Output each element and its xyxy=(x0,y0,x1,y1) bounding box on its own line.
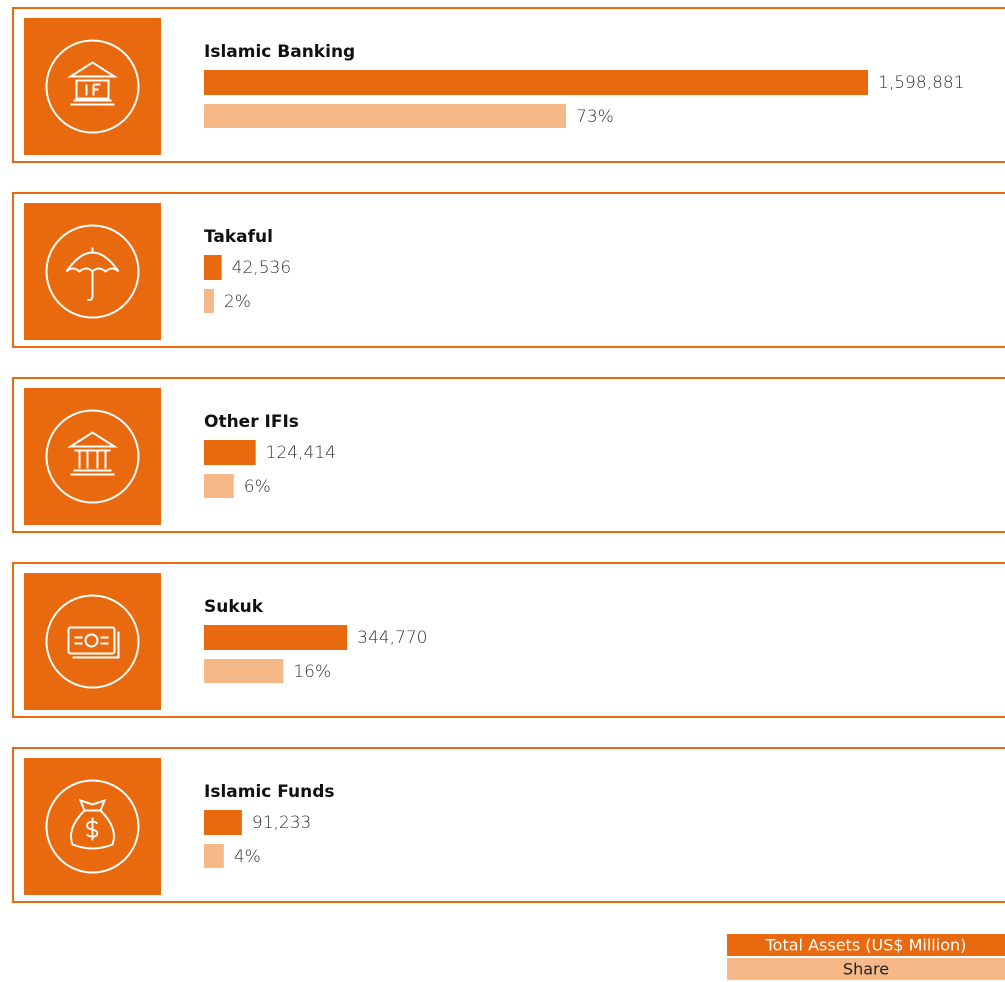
icon-tile xyxy=(24,388,161,525)
asset-label: 42,536 xyxy=(232,258,291,278)
category-label: Sukuk xyxy=(204,597,264,617)
asset-label: 344,770 xyxy=(357,628,427,648)
share-label: 2% xyxy=(224,292,251,312)
category-panel: Islamic Funds 91,233 4% xyxy=(12,747,1005,903)
legend: Total Assets (US$ Million) Share xyxy=(727,934,1005,980)
share-bar xyxy=(204,289,214,313)
panel-border xyxy=(12,7,1005,163)
category-label: Islamic Funds xyxy=(204,782,335,802)
share-label: 6% xyxy=(244,477,271,497)
legend-label: Total Assets (US$ Million) xyxy=(765,936,967,955)
icon-shape xyxy=(67,626,116,655)
category-panel: Takaful 42,536 2% xyxy=(12,192,1005,348)
icon-ring xyxy=(45,224,140,319)
asset-bar xyxy=(204,440,256,465)
category-panel: Other IFIs 124,414 6% xyxy=(12,377,1005,533)
category-label: Takaful xyxy=(204,227,273,247)
panel-border xyxy=(12,747,1005,903)
category-panel: Sukuk 344,770 16% xyxy=(12,562,1005,718)
icon-shape xyxy=(67,431,118,476)
category-panel: Islamic Banking 1,598,881 73% xyxy=(12,7,1005,163)
icon-shape xyxy=(86,817,99,841)
share-bar xyxy=(204,104,566,128)
panel-border xyxy=(12,192,1005,348)
icon-shape xyxy=(72,631,120,659)
icon-shape xyxy=(74,636,109,645)
share-label: 73% xyxy=(576,107,614,127)
category-label: Islamic Banking xyxy=(204,42,355,62)
category-label: Other IFIs xyxy=(204,412,299,432)
icon-shape xyxy=(65,247,120,301)
asset-label: 91,233 xyxy=(252,813,311,833)
share-label: 16% xyxy=(293,662,331,682)
panel-border xyxy=(12,562,1005,718)
legend-label: Share xyxy=(843,960,889,979)
asset-bar xyxy=(204,810,242,835)
icon-shape xyxy=(67,61,118,106)
icon-shape xyxy=(75,79,110,100)
share-bar xyxy=(204,844,224,868)
asset-label: 1,598,881 xyxy=(878,73,965,93)
asset-bar xyxy=(204,625,348,650)
share-bar xyxy=(204,659,284,683)
icon-ring xyxy=(45,39,140,134)
icon-shape xyxy=(70,798,115,850)
asset-bar xyxy=(204,70,868,95)
icon-tile xyxy=(24,573,161,710)
share-label: 4% xyxy=(234,847,261,867)
legend-swatch xyxy=(727,958,1005,980)
legend-swatch xyxy=(727,934,1005,956)
icon-shape xyxy=(84,633,99,648)
asset-bar xyxy=(204,255,222,280)
icon-ring xyxy=(45,594,140,689)
icon-ring xyxy=(45,409,140,504)
icon-ring xyxy=(45,779,140,874)
share-bar xyxy=(204,474,234,498)
icon-shape xyxy=(85,83,101,96)
asset-label: 124,414 xyxy=(266,443,336,463)
panel-border xyxy=(12,377,1005,533)
